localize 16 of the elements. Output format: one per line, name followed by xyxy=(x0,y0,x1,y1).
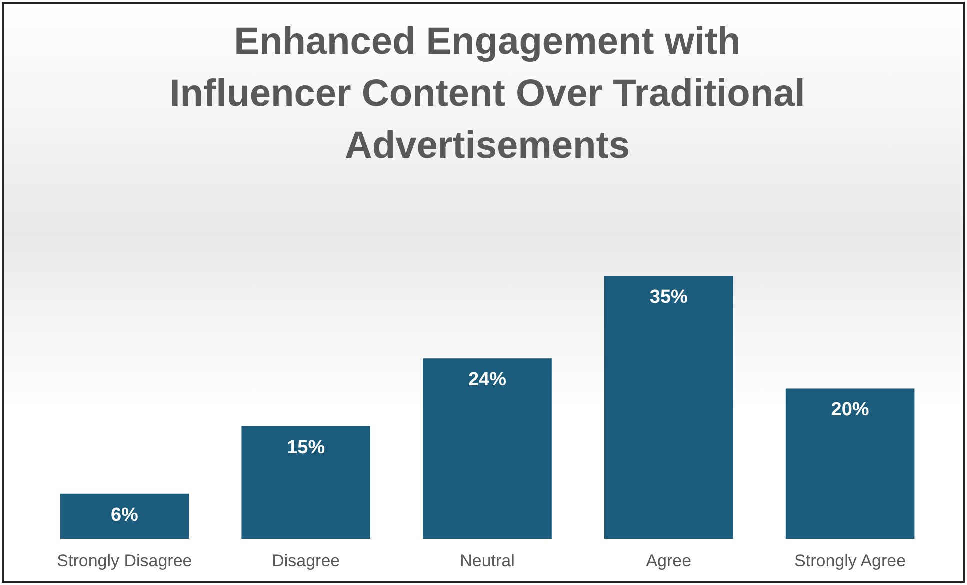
bar xyxy=(786,388,915,539)
bar xyxy=(604,276,734,539)
x-tick-label: Neutral xyxy=(460,552,515,570)
data-label: 35% xyxy=(650,287,688,308)
data-label: 15% xyxy=(287,437,326,458)
bar xyxy=(60,494,190,539)
x-tick-label: Agree xyxy=(646,552,692,570)
x-tick-label: Strongly Agree xyxy=(794,552,906,570)
bar xyxy=(242,426,370,539)
x-tick-label: Disagree xyxy=(272,552,340,570)
bar xyxy=(423,358,552,539)
data-label: 24% xyxy=(468,370,507,391)
x-tick-label: Strongly Disagree xyxy=(57,552,192,570)
data-label: 20% xyxy=(831,400,870,421)
data-label: 6% xyxy=(110,504,139,526)
chart-title: Enhanced Engagement with Influencer Content Over Traditional Advertisements xyxy=(170,21,806,167)
